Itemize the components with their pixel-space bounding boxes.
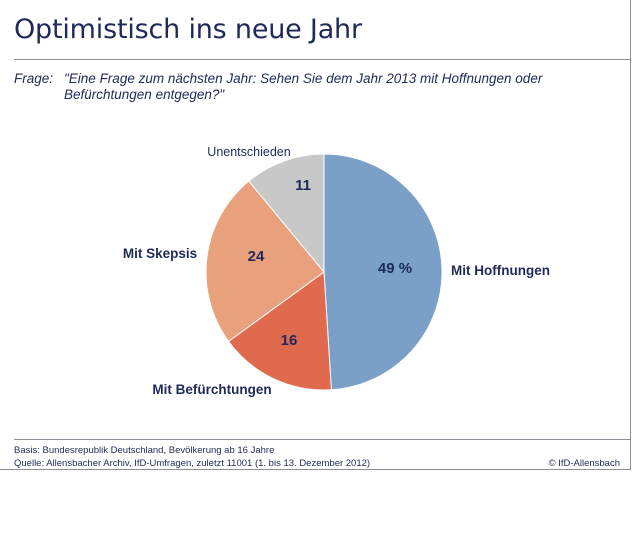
question-text: "Eine Frage zum nächsten Jahr: Sehen Sie… <box>64 71 543 102</box>
footer-copyright: © IfD-Allensbach <box>548 458 620 469</box>
pie-chart: 49 % Mit Hoffnungen 16 Mit Befürchtungen 24 M… <box>123 145 550 397</box>
slice-value-mit-bef-rchtungen: 16 <box>281 332 298 349</box>
title-divider <box>14 59 630 60</box>
chart-title: Optimistisch ins neue Jahr <box>14 14 362 45</box>
footer-source: Quelle: Allensbacher Archiv, IfD-Umfrage… <box>14 458 371 469</box>
pie-slice-mit-skepsis <box>205 180 325 343</box>
pie-slice-unentschieden <box>248 153 325 274</box>
slice-label-mit-hoffnungen: Mit Hoffnungen <box>451 263 550 278</box>
slice-label-mit-skepsis: Mit Skepsis <box>123 246 197 261</box>
footer-basis: Basis: Bundesrepublik Deutschland, Bevöl… <box>14 445 275 456</box>
slice-value-mit-hoffnungen: 49 % <box>378 260 412 277</box>
slice-label-unentschieden: Unentschieden <box>207 145 290 159</box>
pie-slice-mit-bef-rchtungen <box>227 271 332 391</box>
footer-divider <box>14 439 630 440</box>
question-label: Frage: <box>14 71 54 86</box>
slice-value-mit-skepsis: 24 <box>248 248 265 265</box>
slice-value-unentschieden: 11 <box>295 177 311 194</box>
chart-frame <box>0 0 631 470</box>
slice-label-mit-bef-rchtungen: Mit Befürchtungen <box>152 382 271 397</box>
pie-slice-mit-hoffnungen <box>323 153 443 391</box>
